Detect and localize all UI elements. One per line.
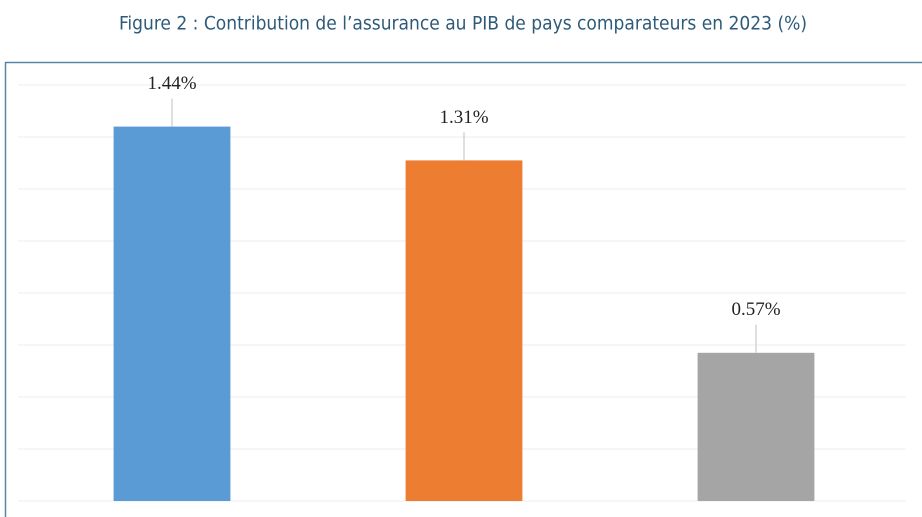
value-label: 1.44% [147, 73, 196, 94]
value-label: 0.57% [731, 299, 780, 320]
bar [113, 126, 231, 501]
value-label: 1.31% [439, 107, 488, 128]
chart-title: Figure 2 : Contribution de l’assurance a… [119, 13, 807, 35]
bar [697, 352, 815, 501]
bar [405, 160, 523, 501]
